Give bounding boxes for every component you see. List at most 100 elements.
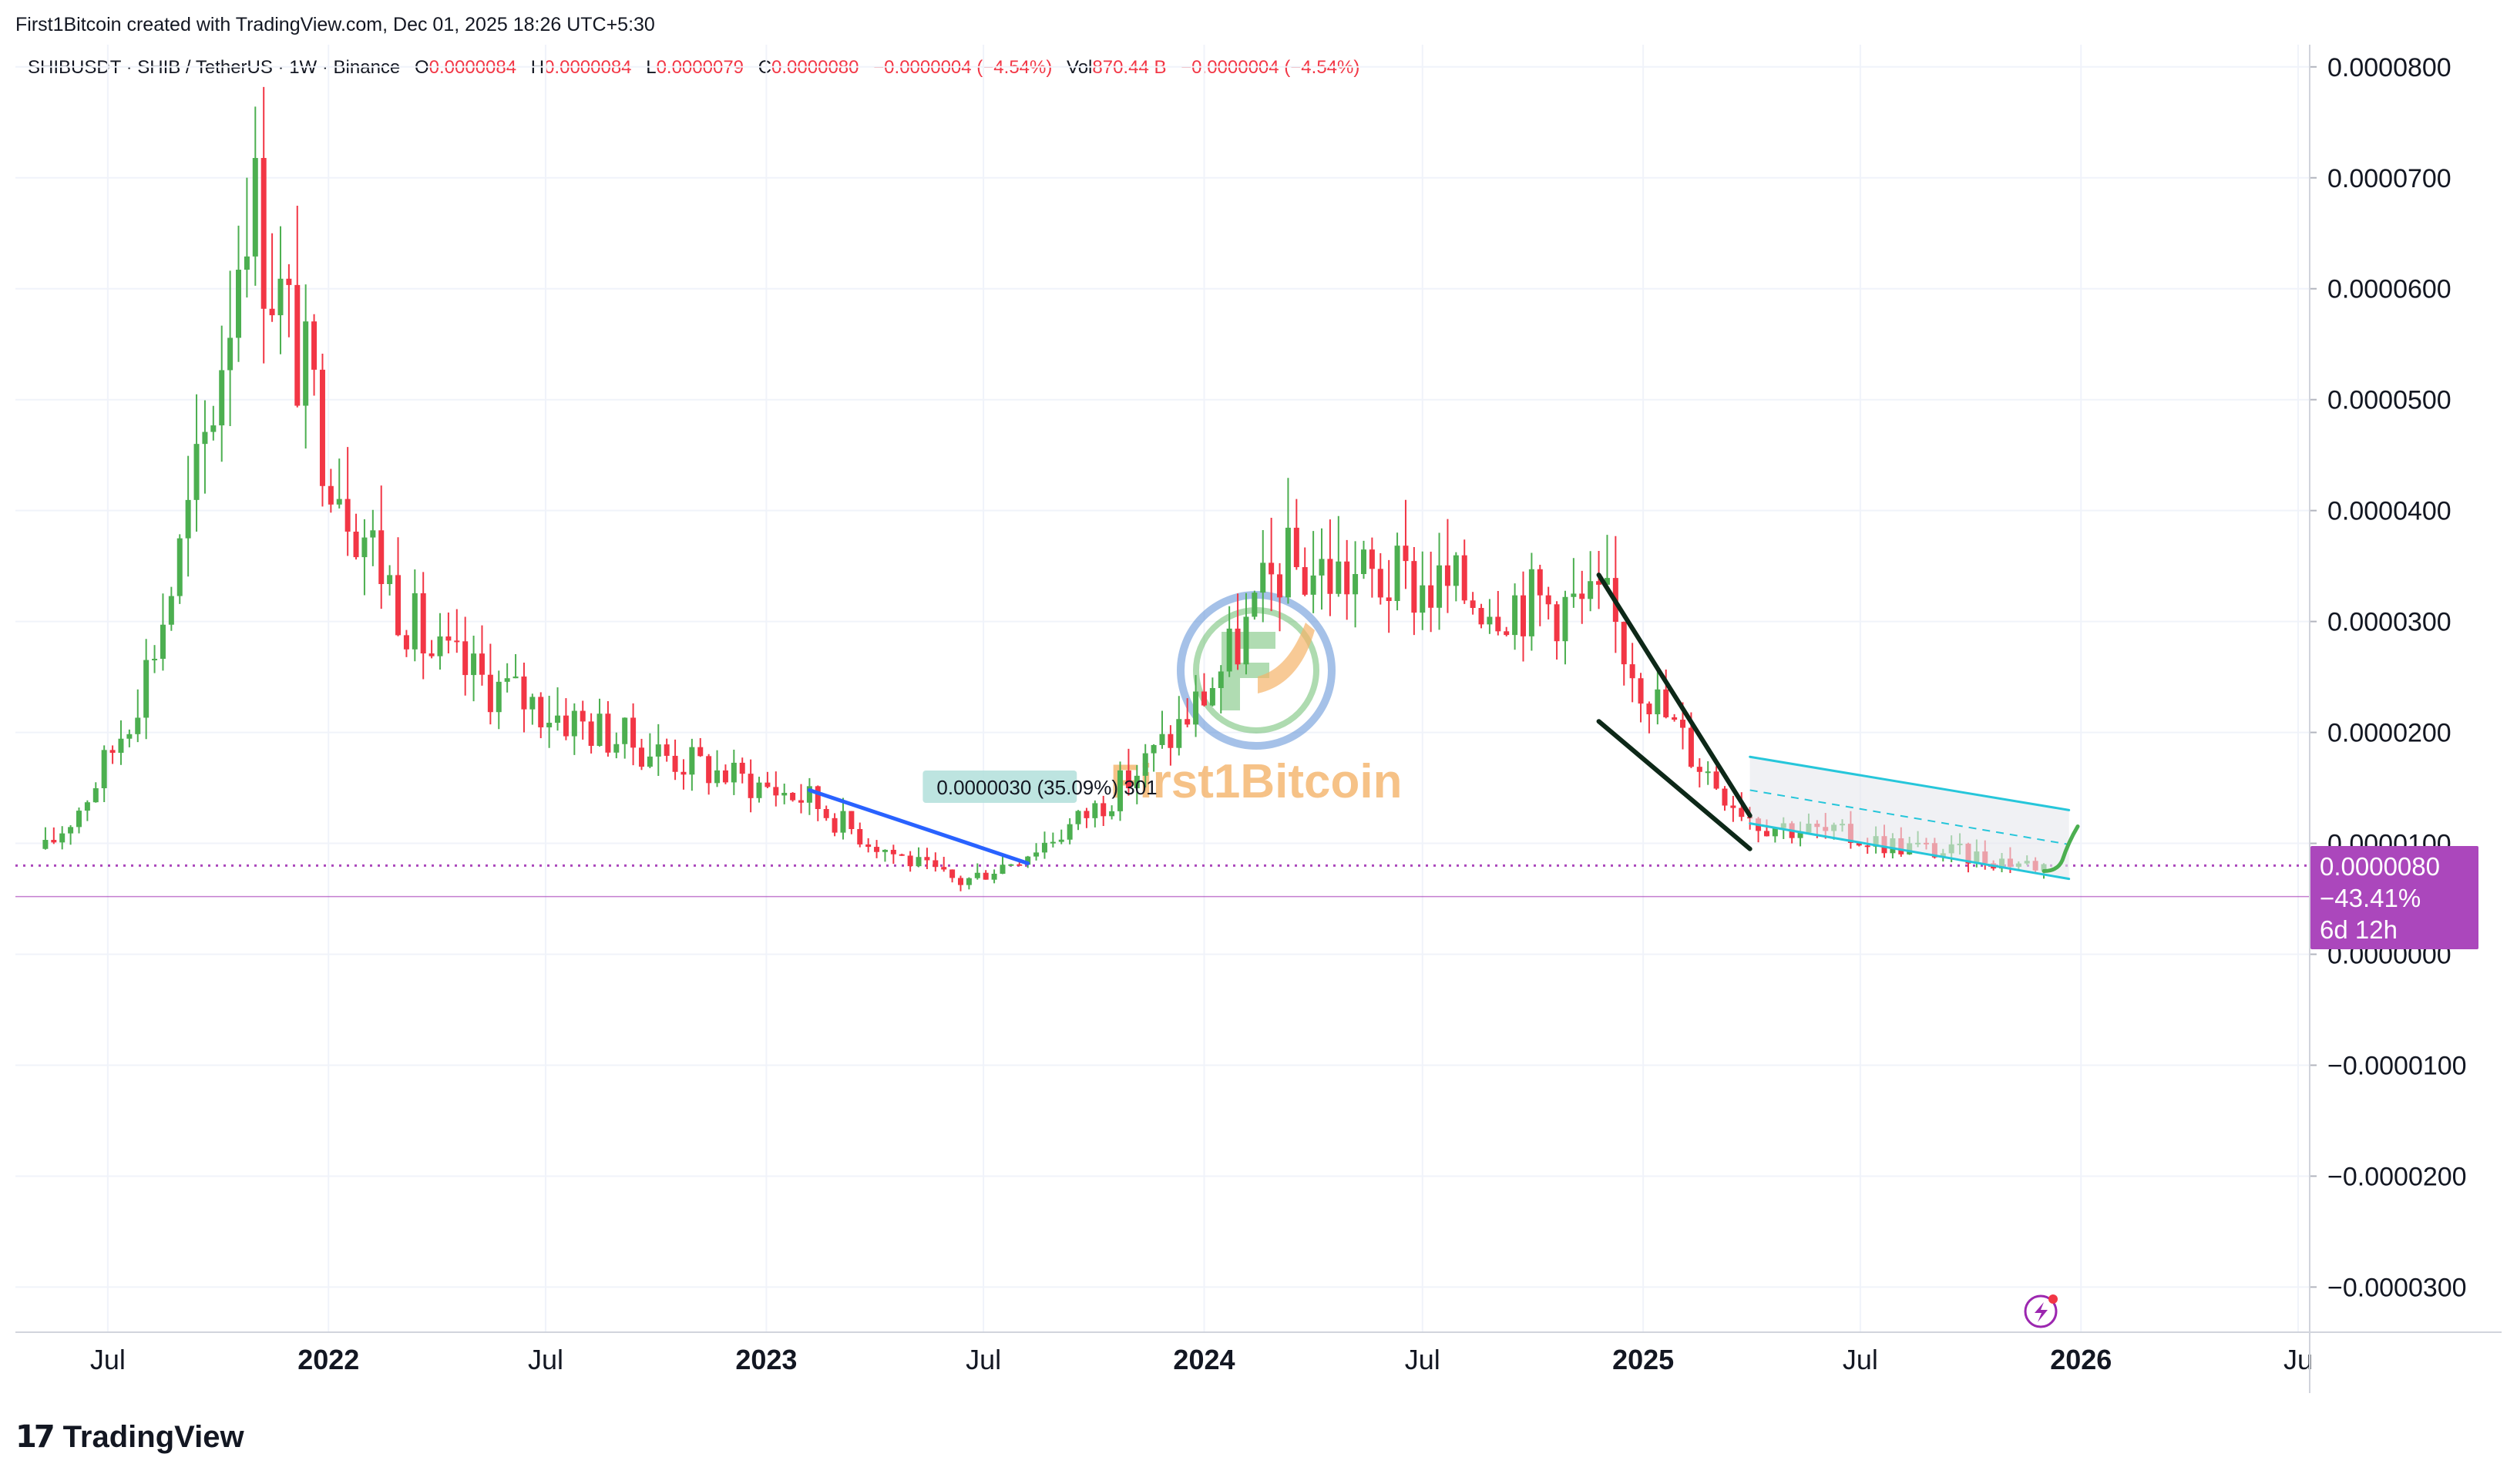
channel-area bbox=[1749, 757, 2069, 879]
candle-body bbox=[1646, 703, 1652, 715]
candle-body bbox=[1277, 574, 1283, 598]
candle-body bbox=[1663, 689, 1669, 717]
candle-body bbox=[1596, 581, 1602, 585]
candle-body bbox=[1428, 585, 1434, 608]
candle-body bbox=[336, 499, 342, 505]
candle-body bbox=[471, 653, 477, 676]
candle-body bbox=[1562, 596, 1568, 642]
candle-body bbox=[1067, 824, 1073, 840]
candle-body bbox=[815, 786, 821, 809]
tradingview-mark-icon: 17 bbox=[15, 1419, 55, 1455]
time-tick-label: Ju bbox=[2283, 1344, 2313, 1375]
candle-body bbox=[311, 321, 318, 370]
notification-dot-icon bbox=[2048, 1294, 2058, 1304]
time-axis: Jul 2022 Jul 2023 Jul 2024 Jul 2025 Jul 2026 Ju bbox=[90, 1344, 2313, 1375]
channel-mid-line bbox=[1749, 789, 2069, 845]
candle-body bbox=[236, 270, 242, 338]
candle-body bbox=[1672, 717, 1678, 720]
price-tick-label: −0.0000300 bbox=[2327, 1273, 2467, 1302]
price-tick-label: −0.0000100 bbox=[2327, 1051, 2467, 1080]
candle-body bbox=[1209, 687, 1215, 706]
candle-body bbox=[193, 444, 200, 500]
candle-body bbox=[143, 660, 150, 718]
candle-body bbox=[983, 872, 989, 880]
candle-body bbox=[748, 774, 754, 798]
candle-body bbox=[865, 844, 872, 848]
candle-body bbox=[1772, 828, 1778, 837]
candle-body bbox=[101, 750, 107, 789]
watermark-arrow-icon bbox=[1258, 623, 1315, 693]
candle-body bbox=[1142, 753, 1148, 776]
candle-body bbox=[227, 337, 234, 371]
price-tick-label: 0.0000800 bbox=[2327, 53, 2451, 82]
candle-body bbox=[722, 770, 728, 783]
candle-body bbox=[697, 747, 704, 757]
candle-body bbox=[958, 878, 964, 885]
candle-body bbox=[823, 808, 829, 818]
time-tick-label: 2023 bbox=[735, 1344, 797, 1375]
candle-body bbox=[160, 624, 166, 660]
candle-body bbox=[1041, 842, 1047, 853]
candle-body bbox=[244, 256, 250, 270]
candle-body bbox=[622, 717, 628, 744]
candle-body bbox=[1696, 767, 1702, 772]
candle-body bbox=[899, 854, 905, 856]
candle-body bbox=[555, 715, 561, 724]
time-tick-label: 2022 bbox=[297, 1344, 359, 1375]
candle-body bbox=[1344, 561, 1350, 595]
candle-body bbox=[1226, 628, 1232, 672]
candle-body bbox=[286, 278, 292, 285]
candle-body bbox=[1655, 689, 1661, 715]
candle-body bbox=[92, 788, 99, 803]
candle-body bbox=[974, 872, 980, 878]
candle-body bbox=[521, 677, 527, 710]
candles bbox=[42, 86, 2047, 891]
candle-body bbox=[1075, 811, 1081, 824]
candle-body bbox=[1386, 597, 1392, 602]
candle-body bbox=[1571, 593, 1577, 597]
candle-body bbox=[176, 538, 183, 596]
candle-body bbox=[1377, 569, 1383, 598]
candle-body bbox=[210, 425, 217, 432]
candle-body bbox=[773, 787, 779, 796]
candle-body bbox=[1528, 569, 1534, 636]
candle-body bbox=[1461, 555, 1467, 601]
candle-body bbox=[1109, 811, 1115, 817]
candle-body bbox=[202, 431, 208, 445]
candle-body bbox=[882, 849, 888, 852]
candle-body bbox=[1008, 864, 1014, 866]
candle-body bbox=[479, 653, 485, 675]
candle-body bbox=[664, 744, 670, 756]
candle-body bbox=[412, 593, 418, 650]
candle-body bbox=[907, 855, 913, 867]
candle-body bbox=[1260, 562, 1266, 593]
price-tick-label: 0.0000500 bbox=[2327, 386, 2451, 415]
candle-body bbox=[445, 636, 452, 641]
candle-body bbox=[739, 762, 745, 774]
candle-body bbox=[1017, 864, 1023, 866]
time-axis-divider bbox=[15, 1331, 2502, 1333]
candle-body bbox=[344, 499, 351, 532]
price-change-percent: −43.41% bbox=[2320, 884, 2421, 912]
candle-body bbox=[781, 792, 788, 796]
candle-body bbox=[1420, 585, 1426, 613]
candle-body bbox=[1151, 744, 1157, 754]
candle-body bbox=[706, 756, 712, 784]
candle-body bbox=[1487, 616, 1493, 625]
tradingview-wordmark: TradingView bbox=[62, 1419, 244, 1454]
watermark-logo: First1Bitcoin bbox=[1111, 591, 1402, 808]
trendline-2023 bbox=[807, 787, 1030, 865]
tradingview-logo[interactable]: 17 TradingView bbox=[15, 1419, 244, 1455]
candle-body bbox=[277, 278, 284, 316]
candle-body bbox=[1730, 805, 1736, 808]
candle-body bbox=[42, 840, 49, 849]
candle-body bbox=[655, 744, 661, 757]
candle-body bbox=[638, 747, 644, 767]
candle-body bbox=[219, 370, 225, 426]
candle-body bbox=[1310, 575, 1316, 595]
candle-body bbox=[1403, 546, 1409, 562]
candle-body bbox=[1353, 574, 1359, 595]
candle-body bbox=[756, 782, 762, 798]
candle-body bbox=[1453, 555, 1459, 586]
